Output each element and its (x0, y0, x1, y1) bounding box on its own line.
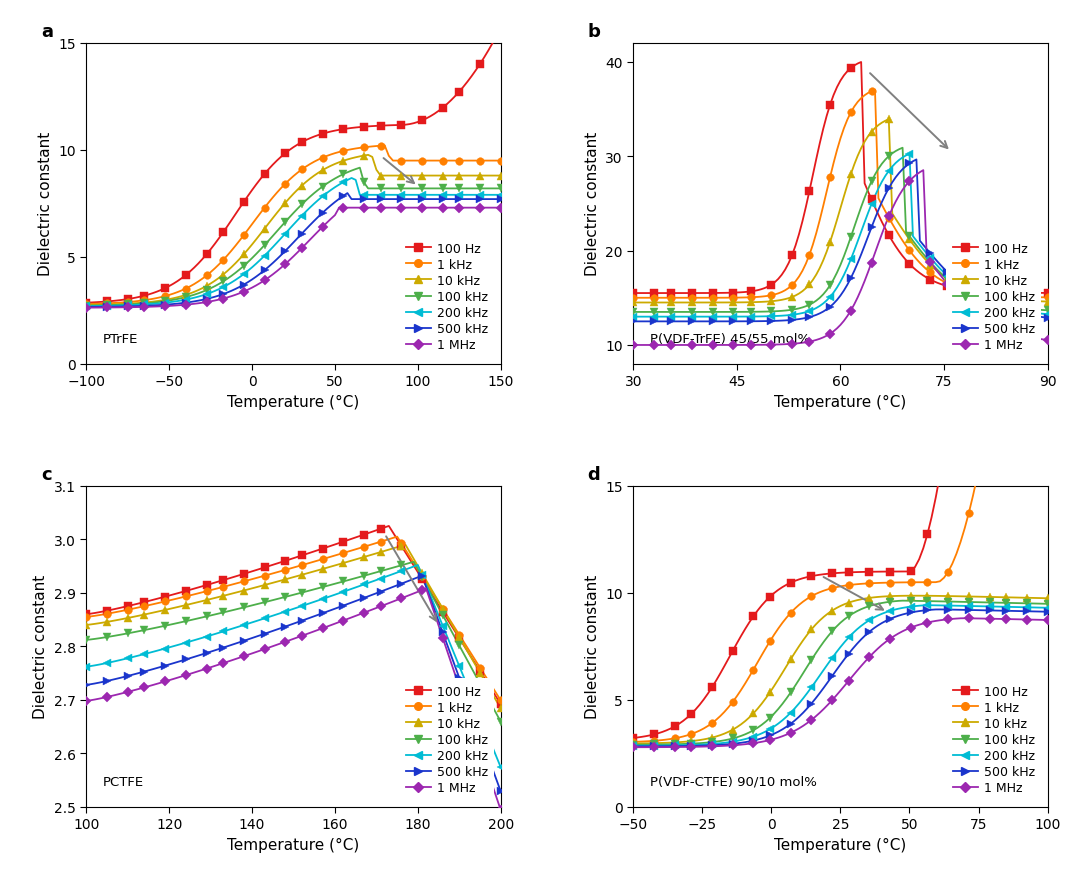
Text: b: b (588, 23, 600, 40)
Text: P(VDF-CTFE) 90/10 mol%: P(VDF-CTFE) 90/10 mol% (650, 774, 816, 788)
Legend: 100 Hz, 1 kHz, 10 kHz, 100 kHz, 200 kHz, 500 kHz, 1 MHz: 100 Hz, 1 kHz, 10 kHz, 100 kHz, 200 kHz,… (946, 679, 1041, 801)
Text: a: a (41, 23, 53, 40)
Y-axis label: Dielectric constant: Dielectric constant (38, 132, 53, 276)
Text: d: d (588, 465, 600, 483)
Legend: 100 Hz, 1 kHz, 10 kHz, 100 kHz, 200 kHz, 500 kHz, 1 MHz: 100 Hz, 1 kHz, 10 kHz, 100 kHz, 200 kHz,… (400, 236, 495, 358)
Text: P(VDF-TrFE) 45/55 mol%: P(VDF-TrFE) 45/55 mol% (650, 332, 810, 346)
Text: PTrFE: PTrFE (103, 332, 138, 346)
X-axis label: Temperature (°C): Temperature (°C) (228, 837, 360, 852)
Y-axis label: Dielectric constant: Dielectric constant (33, 574, 49, 718)
Legend: 100 Hz, 1 kHz, 10 kHz, 100 kHz, 200 kHz, 500 kHz, 1 MHz: 100 Hz, 1 kHz, 10 kHz, 100 kHz, 200 kHz,… (400, 679, 495, 801)
Legend: 100 Hz, 1 kHz, 10 kHz, 100 kHz, 200 kHz, 500 kHz, 1 MHz: 100 Hz, 1 kHz, 10 kHz, 100 kHz, 200 kHz,… (946, 236, 1041, 358)
Text: PCTFE: PCTFE (103, 774, 144, 788)
X-axis label: Temperature (°C): Temperature (°C) (774, 837, 906, 852)
Y-axis label: Dielectric constant: Dielectric constant (584, 132, 599, 276)
Y-axis label: Dielectric constant: Dielectric constant (584, 574, 599, 718)
Text: c: c (41, 465, 52, 483)
X-axis label: Temperature (°C): Temperature (°C) (774, 395, 906, 410)
X-axis label: Temperature (°C): Temperature (°C) (228, 395, 360, 410)
